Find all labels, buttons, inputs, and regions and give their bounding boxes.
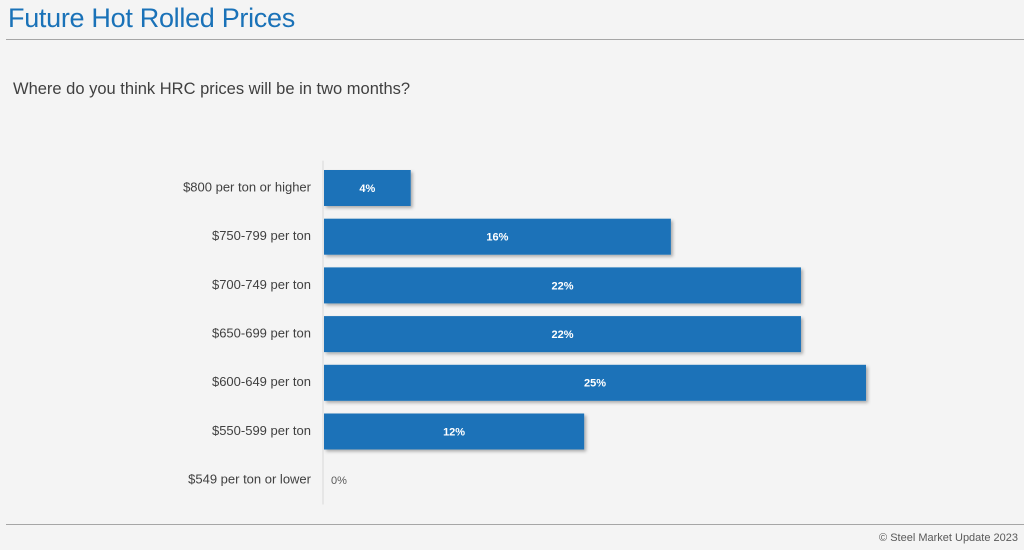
bar <box>324 170 411 206</box>
data-label: 0% <box>331 475 347 487</box>
category-label: $650-699 per ton <box>212 326 311 341</box>
category-label: $800 per ton or higher <box>183 179 312 194</box>
category-label: $750-799 per ton <box>212 228 311 243</box>
bar <box>324 218 671 255</box>
title-divider <box>6 39 1024 40</box>
data-label: 12% <box>443 426 465 438</box>
bars-layer: $800 per ton or higher 4% $750-799 per ton… <box>183 170 866 487</box>
footer-divider <box>6 524 1024 525</box>
data-label: 22% <box>551 280 573 292</box>
data-label: 4% <box>359 183 375 195</box>
data-label: 16% <box>486 232 508 244</box>
bar <box>324 316 801 353</box>
category-label: $550-599 per ton <box>212 423 311 438</box>
bar-chart: $800 per ton or higher 4% $750-799 per ton… <box>183 160 866 505</box>
bar <box>324 364 866 401</box>
category-label: $600-649 per ton <box>212 374 311 389</box>
bar <box>324 413 585 450</box>
category-label: $549 per ton or lower <box>188 472 312 487</box>
page-title: Future Hot Rolled Prices <box>8 3 295 33</box>
data-label: 22% <box>551 329 573 341</box>
data-label: 25% <box>584 378 606 390</box>
copyright-text: © Steel Market Update 2023 <box>879 532 1018 544</box>
category-label: $700-749 per ton <box>212 277 311 292</box>
survey-question: Where do you think HRC prices will be in… <box>13 80 411 98</box>
bar <box>324 267 801 304</box>
